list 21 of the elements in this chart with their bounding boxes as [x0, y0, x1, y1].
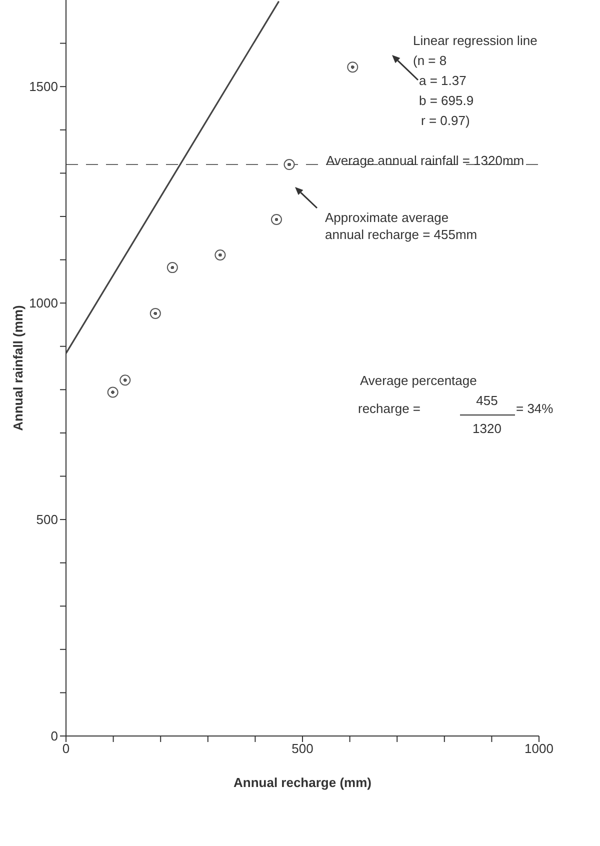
point	[347, 62, 358, 73]
y-tick-label: 0	[50, 728, 58, 744]
x-tick-label: 1000	[524, 741, 554, 756]
x-axis-title: Annual recharge (mm)	[234, 775, 372, 790]
y-tick-label: 1500	[29, 79, 58, 94]
y-tick-label: 500	[36, 512, 58, 528]
ref-line-label: Average annual rainfall = 1320mm	[326, 152, 524, 168]
point	[150, 308, 161, 319]
annotation: Linear regression line (n = 8 a = 1.37 b = 695.9 r = 0.97)	[413, 33, 538, 128]
point	[120, 374, 131, 386]
y-tick-label: 1000	[29, 296, 58, 311]
y-axis-title: Annual rainfall (mm)	[10, 305, 26, 431]
point	[284, 159, 295, 170]
text: Average percentage recharge = 455 1320 = 34%	[358, 373, 554, 436]
point	[107, 386, 118, 398]
x-tick-label: 500	[292, 741, 314, 756]
point	[270, 214, 282, 225]
point	[166, 262, 178, 274]
point	[214, 250, 226, 260]
x-tick-label: 0	[62, 741, 70, 756]
annotation: Approximate average annual recharge = 455mm	[325, 210, 478, 242]
